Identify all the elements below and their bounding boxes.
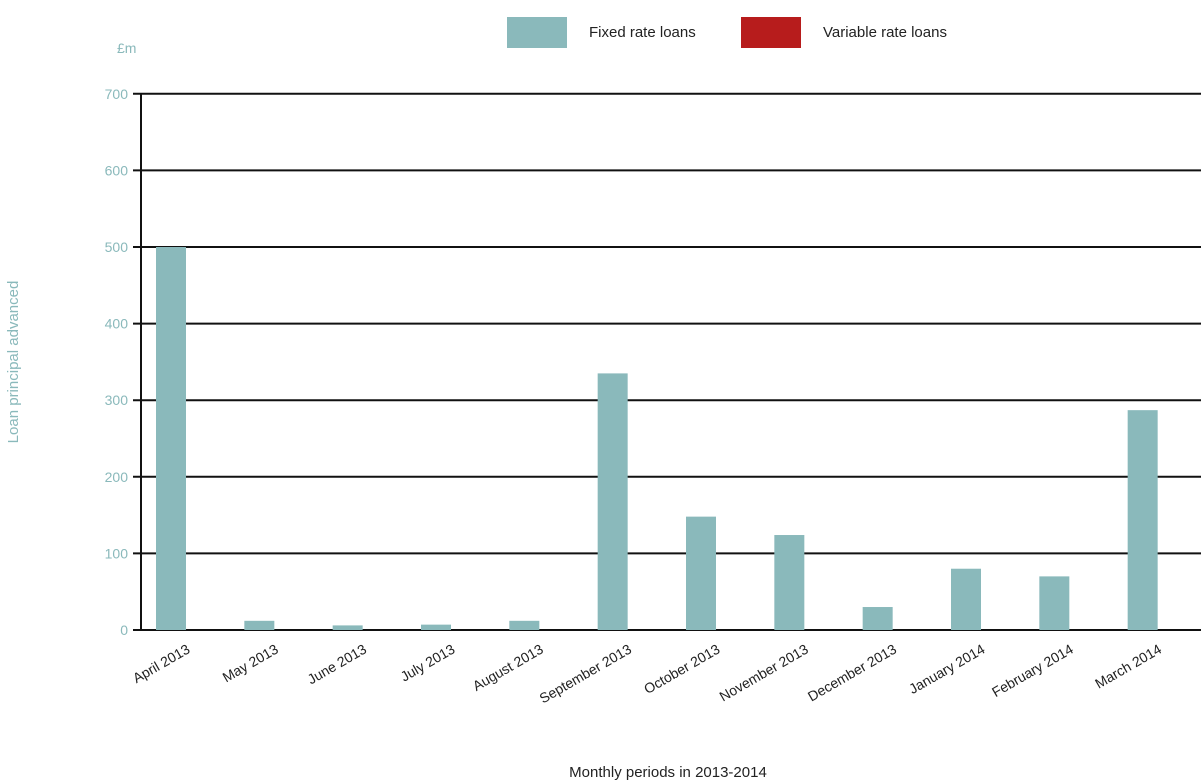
legend-label-variable: Variable rate loans	[823, 24, 947, 41]
bar-fixed-rate	[244, 620, 275, 630]
x-tick-label: August 2013	[470, 641, 546, 694]
x-tick-label: June 2013	[305, 641, 370, 688]
bar-fixed-rate	[1127, 410, 1158, 630]
y-tick-label: 300	[105, 392, 129, 408]
y-tick-label: 200	[105, 469, 129, 485]
x-tick-label: February 2014	[989, 641, 1076, 700]
y-tick-label: 600	[105, 162, 129, 178]
bar-fixed-rate	[1039, 576, 1070, 630]
legend: Fixed rate loans Variable rate loans	[507, 17, 947, 48]
y-tick-label: 100	[105, 545, 129, 561]
x-tick-label: March 2014	[1092, 641, 1164, 692]
legend-swatch-fixed	[507, 17, 567, 48]
legend-label-fixed: Fixed rate loans	[589, 24, 696, 41]
bar-fixed-rate	[156, 247, 186, 630]
y-tick-label: 700	[105, 86, 129, 102]
bar-fixed-rate	[421, 624, 451, 630]
bars	[156, 247, 1158, 630]
x-tick-label: May 2013	[220, 641, 281, 686]
legend-swatch-variable	[741, 17, 801, 48]
x-tick-label: September 2013	[537, 641, 635, 707]
y-tick-label: 400	[105, 316, 129, 332]
x-axis-title: Monthly periods in 2013-2014	[569, 764, 767, 781]
x-tick-label: October 2013	[641, 641, 723, 697]
y-tick-labels: 0 100 200 300 400 500 600 700	[105, 86, 129, 638]
y-tick-label: 500	[105, 239, 129, 255]
bar-fixed-rate	[951, 568, 981, 630]
x-tick-labels: April 2013 May 2013 June 2013 July 2013 Augu…	[130, 641, 1164, 707]
y-axis-title: Loan principal advanced	[5, 281, 22, 444]
bar-fixed-rate	[862, 607, 893, 630]
x-tick-label: December 2013	[805, 641, 899, 705]
bar-fixed-rate	[332, 625, 363, 630]
bar-fixed-rate	[686, 516, 716, 630]
bar-fixed-rate	[509, 620, 540, 630]
x-tick-label: July 2013	[398, 641, 458, 685]
y-unit-label: £m	[117, 40, 136, 56]
x-tick-label: November 2013	[717, 641, 811, 705]
x-tick-label: January 2014	[906, 641, 988, 697]
y-tick-label: 0	[120, 622, 128, 638]
bar-fixed-rate	[597, 373, 628, 630]
gridlines	[133, 92, 1201, 631]
x-tick-label: April 2013	[130, 641, 193, 686]
bar-fixed-rate	[774, 535, 805, 630]
